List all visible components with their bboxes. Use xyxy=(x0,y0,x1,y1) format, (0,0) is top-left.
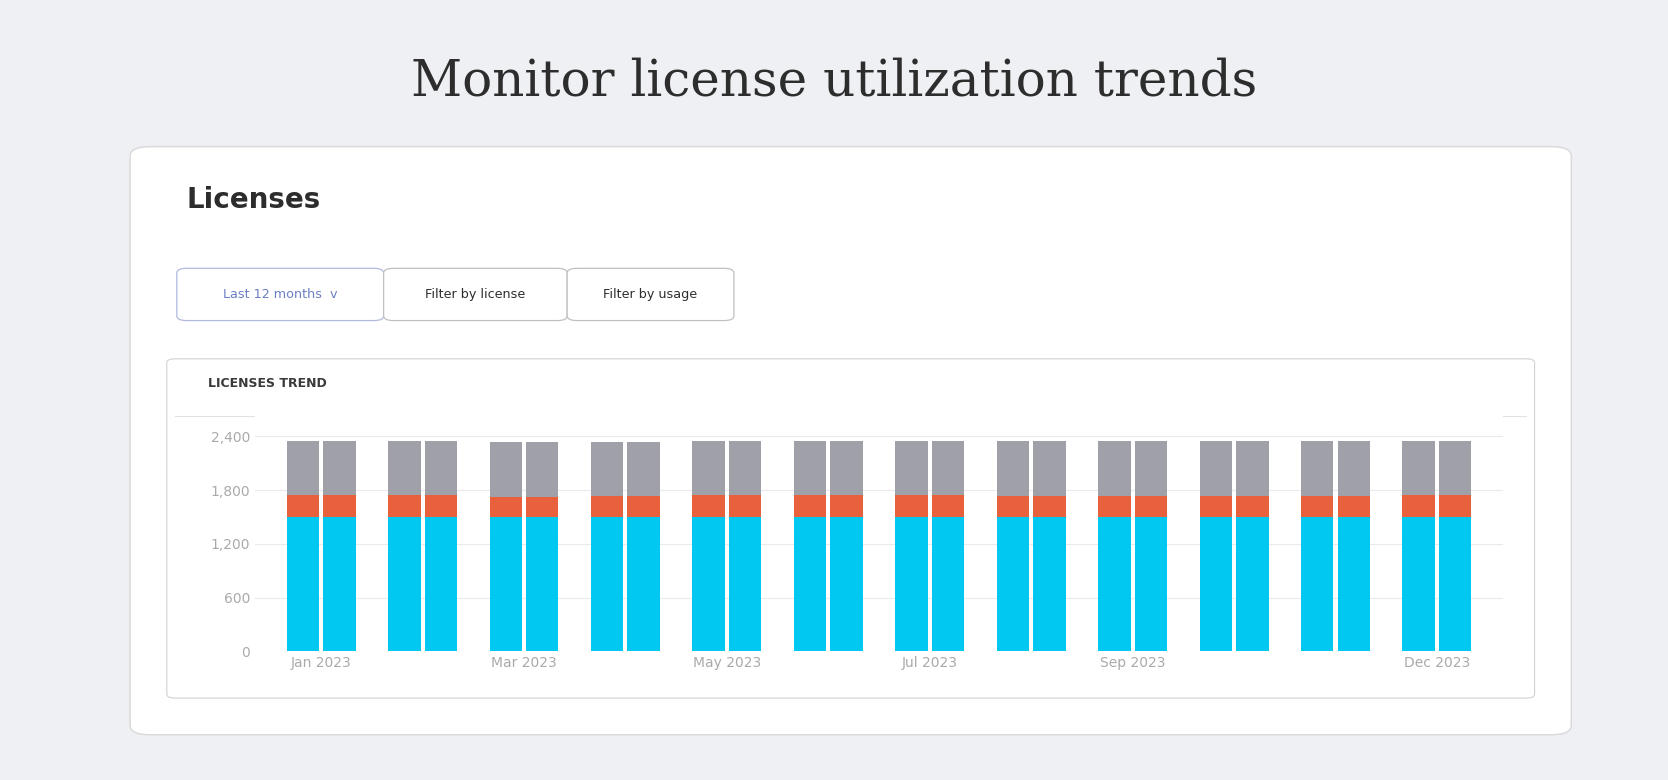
Bar xyxy=(1032,517,1066,651)
Bar xyxy=(1199,517,1233,651)
Bar xyxy=(324,517,355,651)
Bar xyxy=(1032,441,1066,496)
Bar xyxy=(1403,441,1434,495)
FancyBboxPatch shape xyxy=(130,147,1571,735)
Bar xyxy=(831,495,862,517)
Bar xyxy=(1236,496,1269,517)
Bar xyxy=(932,495,964,517)
FancyBboxPatch shape xyxy=(384,268,567,321)
Bar xyxy=(997,496,1029,517)
Bar xyxy=(794,517,826,651)
Bar xyxy=(896,495,927,517)
Bar xyxy=(1301,496,1333,517)
Bar xyxy=(324,495,355,517)
Bar xyxy=(1098,441,1131,496)
Bar xyxy=(729,441,761,495)
Bar xyxy=(287,517,319,651)
Bar xyxy=(489,498,522,517)
Bar xyxy=(1301,517,1333,651)
Bar xyxy=(525,498,559,517)
Text: Licenses: Licenses xyxy=(187,186,320,214)
Bar xyxy=(525,441,559,498)
Bar xyxy=(1439,517,1471,651)
Bar xyxy=(1098,496,1131,517)
Bar xyxy=(1338,517,1369,651)
Bar xyxy=(1439,495,1471,517)
Bar xyxy=(1199,496,1233,517)
Bar xyxy=(1236,517,1269,651)
Bar xyxy=(896,441,927,495)
Bar xyxy=(997,517,1029,651)
Bar xyxy=(425,495,457,517)
Bar xyxy=(1134,517,1168,651)
Bar xyxy=(932,441,964,495)
Text: Filter by license: Filter by license xyxy=(425,288,525,301)
Bar xyxy=(627,517,661,651)
Bar xyxy=(425,517,457,651)
Bar xyxy=(1134,441,1168,496)
Bar xyxy=(997,441,1029,496)
Bar xyxy=(729,495,761,517)
Bar xyxy=(1032,496,1066,517)
Bar xyxy=(1098,517,1131,651)
Bar xyxy=(389,495,420,517)
Bar xyxy=(1439,441,1471,495)
Bar xyxy=(525,517,559,651)
Bar xyxy=(794,441,826,495)
Bar xyxy=(932,517,964,651)
Bar xyxy=(794,495,826,517)
Bar xyxy=(692,441,726,495)
Bar xyxy=(489,441,522,498)
Bar xyxy=(1403,517,1434,651)
Bar xyxy=(1199,441,1233,496)
Bar xyxy=(590,496,624,517)
Bar xyxy=(831,441,862,495)
Text: Last 12 months  v: Last 12 months v xyxy=(224,288,337,301)
Bar xyxy=(1236,441,1269,496)
FancyBboxPatch shape xyxy=(567,268,734,321)
Bar xyxy=(1134,496,1168,517)
Text: Filter by usage: Filter by usage xyxy=(604,288,697,301)
FancyBboxPatch shape xyxy=(177,268,384,321)
Bar xyxy=(389,517,420,651)
Bar xyxy=(627,496,661,517)
Bar xyxy=(692,495,726,517)
Bar xyxy=(627,441,661,496)
Bar xyxy=(425,441,457,495)
Bar xyxy=(590,441,624,496)
Bar xyxy=(692,517,726,651)
Bar xyxy=(729,517,761,651)
Bar xyxy=(489,517,522,651)
Text: LICENSES TREND: LICENSES TREND xyxy=(208,377,327,390)
Bar xyxy=(1338,496,1369,517)
Bar xyxy=(896,517,927,651)
Text: Monitor license utilization trends: Monitor license utilization trends xyxy=(410,57,1258,107)
Bar xyxy=(324,441,355,495)
Bar xyxy=(831,517,862,651)
Bar xyxy=(1403,495,1434,517)
Bar xyxy=(287,441,319,495)
Bar xyxy=(389,441,420,495)
Bar xyxy=(1338,441,1369,496)
Bar xyxy=(590,517,624,651)
FancyBboxPatch shape xyxy=(167,359,1535,698)
Bar xyxy=(1301,441,1333,496)
Bar xyxy=(287,495,319,517)
